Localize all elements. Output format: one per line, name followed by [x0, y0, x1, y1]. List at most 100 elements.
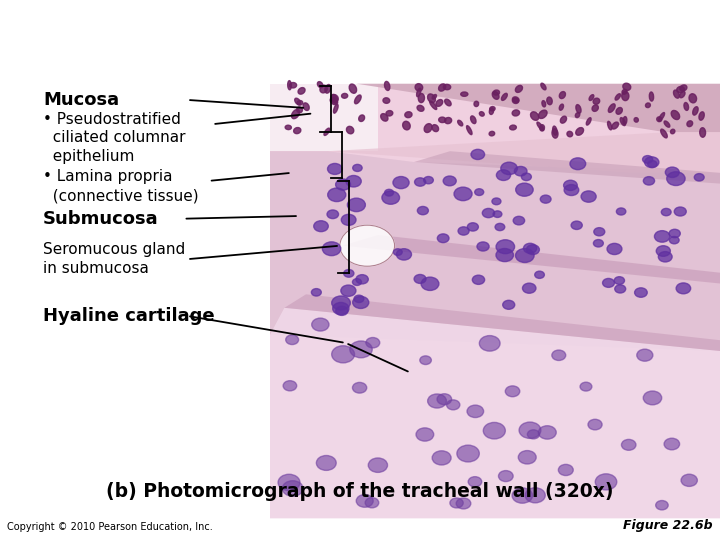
Circle shape	[518, 450, 536, 464]
Ellipse shape	[699, 112, 704, 120]
Circle shape	[512, 488, 533, 503]
Circle shape	[519, 422, 541, 438]
Circle shape	[393, 249, 402, 255]
Ellipse shape	[432, 94, 436, 99]
Ellipse shape	[346, 126, 354, 134]
Ellipse shape	[649, 92, 654, 101]
Ellipse shape	[664, 121, 670, 127]
Circle shape	[564, 185, 579, 195]
Circle shape	[366, 338, 379, 348]
Circle shape	[477, 242, 489, 251]
Ellipse shape	[612, 122, 618, 129]
Circle shape	[594, 228, 605, 236]
Circle shape	[467, 405, 484, 417]
Circle shape	[505, 386, 520, 397]
Ellipse shape	[467, 126, 472, 134]
Text: • Pseudostratified
  ciliated columnar
  epithelium: • Pseudostratified ciliated columnar epi…	[43, 112, 186, 164]
Ellipse shape	[303, 103, 309, 111]
Circle shape	[336, 179, 351, 190]
Circle shape	[694, 173, 704, 181]
Circle shape	[516, 183, 534, 196]
Circle shape	[514, 166, 527, 176]
Ellipse shape	[417, 88, 421, 97]
Circle shape	[350, 341, 372, 358]
Polygon shape	[328, 132, 720, 173]
Ellipse shape	[608, 122, 612, 130]
Ellipse shape	[490, 108, 494, 114]
Circle shape	[474, 189, 484, 195]
Ellipse shape	[489, 131, 495, 136]
Ellipse shape	[673, 90, 680, 98]
Circle shape	[343, 269, 354, 277]
Ellipse shape	[324, 128, 330, 136]
Ellipse shape	[445, 99, 451, 106]
Text: Mucosa: Mucosa	[43, 91, 120, 109]
Circle shape	[332, 296, 351, 310]
Circle shape	[396, 249, 412, 260]
Circle shape	[341, 214, 356, 225]
Ellipse shape	[615, 94, 621, 100]
Ellipse shape	[513, 98, 518, 104]
Ellipse shape	[687, 121, 693, 127]
Polygon shape	[270, 84, 720, 132]
Polygon shape	[270, 308, 720, 518]
Ellipse shape	[285, 125, 292, 130]
Ellipse shape	[381, 113, 388, 121]
Circle shape	[523, 283, 536, 293]
Circle shape	[503, 300, 515, 309]
Circle shape	[393, 177, 409, 188]
Circle shape	[333, 302, 349, 315]
Circle shape	[356, 275, 369, 284]
Ellipse shape	[493, 90, 500, 95]
Circle shape	[607, 244, 622, 254]
Circle shape	[341, 285, 356, 296]
Ellipse shape	[589, 94, 594, 100]
Ellipse shape	[645, 103, 650, 107]
Circle shape	[621, 440, 636, 450]
Circle shape	[523, 244, 537, 253]
Ellipse shape	[402, 122, 410, 130]
Ellipse shape	[436, 99, 443, 106]
Circle shape	[588, 419, 602, 430]
Circle shape	[656, 246, 670, 256]
Ellipse shape	[298, 87, 305, 94]
Circle shape	[457, 445, 480, 462]
Circle shape	[525, 488, 545, 503]
Circle shape	[416, 428, 433, 441]
Ellipse shape	[693, 107, 698, 115]
Circle shape	[415, 178, 426, 186]
Circle shape	[558, 464, 573, 476]
Circle shape	[346, 176, 361, 187]
Ellipse shape	[490, 106, 495, 111]
Ellipse shape	[294, 127, 301, 134]
Circle shape	[616, 208, 626, 215]
Polygon shape	[342, 235, 720, 284]
Circle shape	[472, 275, 485, 285]
Ellipse shape	[560, 116, 567, 123]
Ellipse shape	[621, 91, 629, 100]
Ellipse shape	[292, 110, 300, 119]
Text: Hyaline cartilage: Hyaline cartilage	[43, 307, 215, 325]
Ellipse shape	[552, 129, 558, 138]
Bar	[270, 84, 720, 518]
Circle shape	[648, 160, 657, 167]
Circle shape	[656, 501, 668, 510]
Ellipse shape	[623, 83, 631, 90]
Ellipse shape	[634, 118, 639, 122]
Ellipse shape	[354, 95, 361, 104]
Circle shape	[539, 426, 557, 439]
Ellipse shape	[330, 98, 338, 105]
Circle shape	[428, 394, 446, 408]
Ellipse shape	[622, 90, 627, 94]
Ellipse shape	[289, 83, 297, 88]
Ellipse shape	[657, 117, 662, 122]
Ellipse shape	[659, 112, 665, 121]
Circle shape	[665, 167, 679, 178]
Circle shape	[513, 217, 525, 225]
Text: (b) Photomicrograph of the tracheal wall (320x): (b) Photomicrograph of the tracheal wall…	[107, 482, 613, 501]
Circle shape	[437, 234, 449, 242]
Ellipse shape	[359, 115, 364, 122]
Ellipse shape	[297, 100, 303, 105]
Ellipse shape	[623, 117, 627, 125]
Ellipse shape	[444, 118, 451, 124]
